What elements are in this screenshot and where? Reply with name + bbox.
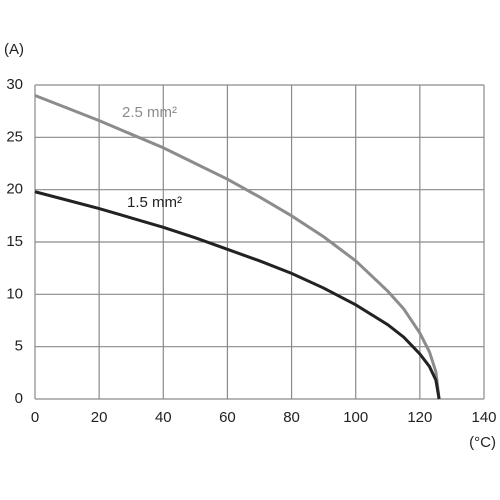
x-tick-label: 80 bbox=[283, 409, 300, 426]
y-axis-label: (A) bbox=[4, 41, 24, 58]
series-line bbox=[34, 94, 441, 400]
x-tick-label: 100 bbox=[343, 409, 368, 426]
series-label: 2.5 mm² bbox=[122, 104, 177, 121]
x-tick-label: 40 bbox=[155, 409, 172, 426]
y-tick-label: 0 bbox=[15, 390, 23, 407]
y-tick-label: 20 bbox=[6, 181, 23, 198]
x-tick-label: 0 bbox=[31, 409, 39, 426]
series-line bbox=[34, 190, 441, 400]
x-tick-label: 140 bbox=[471, 409, 496, 426]
y-tick-label: 30 bbox=[6, 76, 23, 93]
x-tick-label: 120 bbox=[407, 409, 432, 426]
y-tick-label: 25 bbox=[6, 128, 23, 145]
x-tick-label: 60 bbox=[219, 409, 236, 426]
y-tick-label: 10 bbox=[6, 285, 23, 302]
series-label: 1.5 mm² bbox=[127, 194, 182, 211]
x-axis-label: (°C) bbox=[469, 434, 496, 451]
x-tick-label: 20 bbox=[91, 409, 108, 426]
y-tick-label: 15 bbox=[6, 233, 23, 250]
y-tick-label: 5 bbox=[15, 338, 23, 355]
